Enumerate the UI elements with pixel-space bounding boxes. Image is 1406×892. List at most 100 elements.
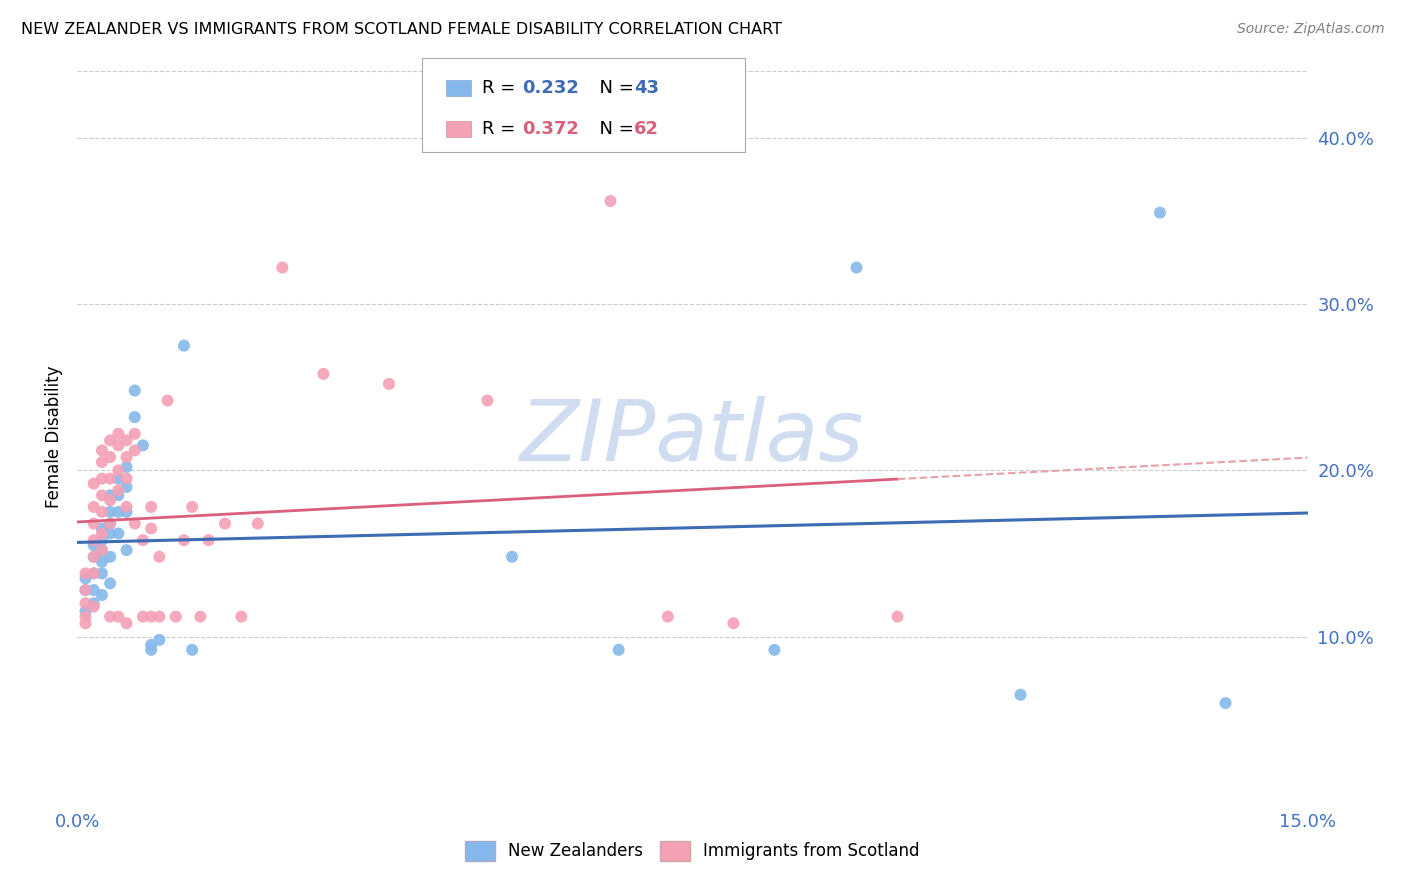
Point bbox=[188, 609, 212, 624]
Y-axis label: Female Disability: Female Disability bbox=[45, 366, 63, 508]
Text: R =: R = bbox=[482, 120, 522, 137]
Point bbox=[181, 500, 204, 514]
Point bbox=[141, 521, 163, 535]
Point bbox=[115, 616, 138, 631]
Point bbox=[107, 483, 129, 498]
Point bbox=[173, 533, 195, 548]
Point bbox=[312, 367, 335, 381]
Point bbox=[148, 632, 170, 647]
Point bbox=[75, 566, 97, 581]
Point bbox=[107, 472, 129, 486]
Point bbox=[98, 472, 121, 486]
Point bbox=[98, 516, 121, 531]
Point bbox=[83, 566, 105, 581]
Point bbox=[115, 460, 138, 475]
Point bbox=[83, 538, 105, 552]
Point bbox=[98, 576, 121, 591]
Point bbox=[83, 549, 105, 564]
Point bbox=[132, 533, 155, 548]
Point bbox=[90, 533, 114, 548]
Legend: New Zealanders, Immigrants from Scotland: New Zealanders, Immigrants from Scotland bbox=[458, 834, 927, 868]
Point bbox=[1010, 688, 1032, 702]
Point bbox=[141, 643, 163, 657]
Point bbox=[231, 609, 253, 624]
Point bbox=[83, 476, 105, 491]
Point bbox=[246, 516, 269, 531]
Point bbox=[83, 582, 105, 597]
Point bbox=[90, 566, 114, 581]
Point bbox=[83, 596, 105, 610]
Text: N =: N = bbox=[588, 78, 640, 97]
Point bbox=[599, 194, 621, 208]
Point bbox=[115, 472, 138, 486]
Point bbox=[98, 549, 121, 564]
Point bbox=[83, 599, 105, 614]
Point bbox=[1149, 205, 1171, 219]
Point bbox=[75, 571, 97, 585]
Point bbox=[75, 616, 97, 631]
Point bbox=[107, 609, 129, 624]
Text: 0.232: 0.232 bbox=[522, 78, 578, 97]
Point bbox=[141, 638, 163, 652]
Point bbox=[75, 605, 97, 619]
Point bbox=[124, 410, 146, 425]
Point bbox=[271, 260, 294, 275]
Point bbox=[607, 643, 630, 657]
Point bbox=[1215, 696, 1237, 710]
Point bbox=[124, 426, 146, 441]
Point bbox=[657, 609, 679, 624]
Point bbox=[75, 609, 97, 624]
Point bbox=[90, 526, 114, 541]
Point bbox=[107, 426, 129, 441]
Point bbox=[501, 549, 523, 564]
Point bbox=[107, 526, 129, 541]
Point bbox=[90, 588, 114, 602]
Point bbox=[90, 472, 114, 486]
Point bbox=[107, 505, 129, 519]
Point bbox=[107, 488, 129, 502]
Point bbox=[90, 521, 114, 535]
Point bbox=[90, 555, 114, 569]
Point bbox=[378, 376, 401, 391]
Point bbox=[83, 516, 105, 531]
Point bbox=[98, 505, 121, 519]
Point bbox=[477, 393, 499, 408]
Point bbox=[98, 434, 121, 448]
Point bbox=[115, 480, 138, 494]
Point bbox=[98, 516, 121, 531]
Point bbox=[148, 609, 170, 624]
Point bbox=[141, 609, 163, 624]
Point bbox=[124, 384, 146, 398]
Point bbox=[98, 526, 121, 541]
Point bbox=[83, 500, 105, 514]
Point bbox=[845, 260, 868, 275]
Point bbox=[90, 543, 114, 558]
Point bbox=[141, 500, 163, 514]
Point bbox=[75, 596, 97, 610]
Point bbox=[90, 543, 114, 558]
Text: 0.372: 0.372 bbox=[522, 120, 578, 137]
Point bbox=[115, 543, 138, 558]
Point bbox=[98, 493, 121, 508]
Point bbox=[75, 582, 97, 597]
Point bbox=[763, 643, 786, 657]
Point bbox=[90, 505, 114, 519]
Text: 43: 43 bbox=[634, 78, 659, 97]
Text: Source: ZipAtlas.com: Source: ZipAtlas.com bbox=[1237, 22, 1385, 37]
Point bbox=[132, 609, 155, 624]
Point bbox=[124, 516, 146, 531]
Point bbox=[115, 500, 138, 514]
Point bbox=[90, 488, 114, 502]
Point bbox=[723, 616, 745, 631]
Point bbox=[98, 450, 121, 464]
Point bbox=[156, 393, 179, 408]
Point bbox=[107, 463, 129, 477]
Text: NEW ZEALANDER VS IMMIGRANTS FROM SCOTLAND FEMALE DISABILITY CORRELATION CHART: NEW ZEALANDER VS IMMIGRANTS FROM SCOTLAN… bbox=[21, 22, 782, 37]
Point bbox=[90, 443, 114, 458]
Point bbox=[115, 450, 138, 464]
Text: N =: N = bbox=[588, 120, 640, 137]
Point bbox=[214, 516, 236, 531]
Point bbox=[83, 549, 105, 564]
Text: 62: 62 bbox=[634, 120, 659, 137]
Point bbox=[165, 609, 187, 624]
